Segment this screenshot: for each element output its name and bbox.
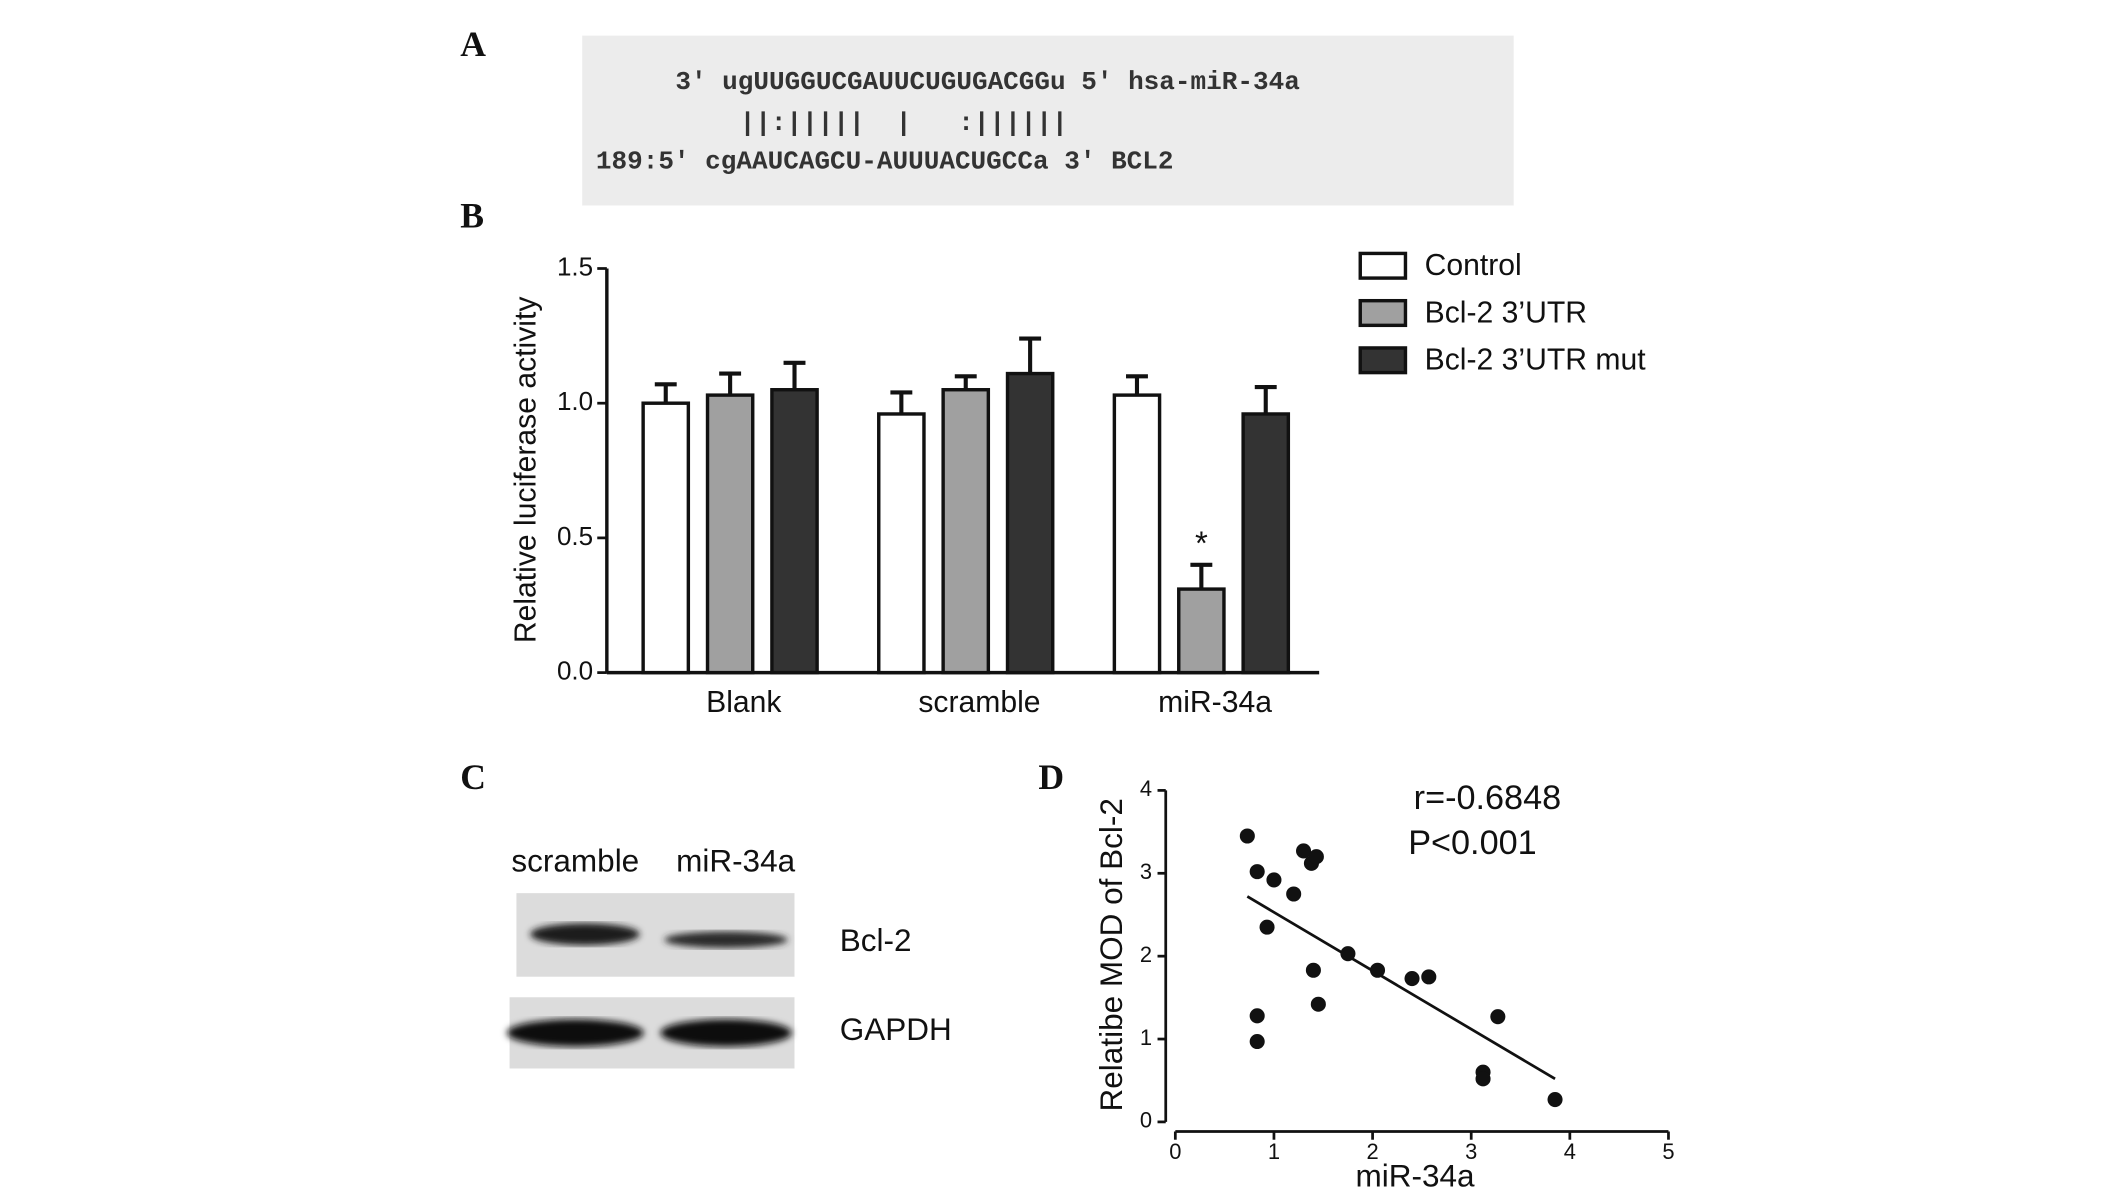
bar xyxy=(1112,393,1162,675)
panel-label: D xyxy=(1038,757,1064,797)
bar xyxy=(941,388,991,675)
legend-label: Control xyxy=(1425,249,1522,282)
blot-band xyxy=(506,1019,644,1047)
point xyxy=(1305,962,1321,978)
point xyxy=(1421,969,1437,985)
bar xyxy=(877,412,926,675)
x-tick-label: 5 xyxy=(1662,1139,1674,1164)
legend-swatch xyxy=(1358,298,1408,328)
point xyxy=(1266,872,1282,888)
legend-swatch xyxy=(1358,251,1408,280)
y-tick-label: 0.5 xyxy=(557,521,593,551)
y-tick-label: 1.5 xyxy=(557,251,593,281)
panel-label: B xyxy=(460,195,484,235)
point xyxy=(1286,886,1302,902)
legend-label: Bcl-2 3’UTR xyxy=(1425,296,1587,329)
bar xyxy=(641,401,691,675)
bar xyxy=(770,388,819,675)
y-tick-label: 2 xyxy=(1140,942,1152,967)
bar xyxy=(1005,371,1055,675)
point xyxy=(1369,962,1386,978)
alignment-line: 189:5' cgAAUCAGCU-AUUUACUGCCa 3' BCL2 xyxy=(596,147,1174,177)
bar xyxy=(705,393,755,675)
y-axis-label: Relative luciferase activity xyxy=(509,297,542,644)
legend-swatch xyxy=(1358,346,1408,375)
bar xyxy=(1241,412,1291,675)
x-axis-label: miR-34a xyxy=(1356,1157,1476,1190)
point xyxy=(1249,1008,1265,1024)
x-tick-label: 2 xyxy=(1366,1139,1378,1164)
annotation: r=-0.6848 xyxy=(1414,779,1562,817)
y-tick-label: 1 xyxy=(1140,1025,1152,1050)
x-tick-label: miR-34a xyxy=(1158,686,1272,719)
point xyxy=(1239,828,1255,844)
y-tick-label: 4 xyxy=(1140,776,1152,801)
x-tick-label: Blank xyxy=(706,686,782,719)
blot-band xyxy=(664,931,788,948)
x-tick-label: scramble xyxy=(918,686,1040,719)
trend-line xyxy=(1246,895,1556,1080)
point xyxy=(1249,864,1265,880)
panel-label: C xyxy=(460,757,486,797)
bar xyxy=(1177,587,1226,675)
y-tick-label: 3 xyxy=(1140,859,1152,884)
alignment-line: ||:||||| | :|||||| xyxy=(740,108,1068,138)
x-tick-label: 4 xyxy=(1564,1139,1576,1164)
x-tick-label: 3 xyxy=(1465,1139,1477,1164)
annotation: * xyxy=(1195,524,1208,561)
panel-label: A xyxy=(460,24,486,64)
x-tick-label: 0 xyxy=(1169,1139,1181,1164)
point xyxy=(1308,849,1324,865)
annotation: P<0.001 xyxy=(1408,824,1536,862)
y-tick-label: 0.0 xyxy=(557,655,593,685)
row-label: Bcl-2 xyxy=(840,922,912,958)
alignment-line: 3' ugUUGGUCGAUUCUGUGACGGu 5' hsa-miR-34a xyxy=(675,67,1299,97)
point xyxy=(1249,1033,1265,1050)
lane-label: scramble xyxy=(511,842,639,878)
point xyxy=(1296,843,1312,859)
lane-label: miR-34a xyxy=(676,842,796,878)
blot-band xyxy=(530,923,640,946)
alignment-box xyxy=(582,35,1514,206)
point xyxy=(1259,919,1275,935)
y-tick-label: 0 xyxy=(1140,1108,1152,1133)
legend-label: Bcl-2 3’UTR mut xyxy=(1425,344,1647,377)
y-axis-label: Relatibe MOD of Bcl-2 xyxy=(1093,798,1129,1111)
point xyxy=(1547,1092,1563,1108)
y-tick-label: 1.0 xyxy=(557,386,593,416)
point xyxy=(1475,1071,1491,1087)
point xyxy=(1404,971,1420,987)
row-label: GAPDH xyxy=(840,1011,952,1047)
blot-band xyxy=(660,1019,792,1047)
point xyxy=(1490,1009,1506,1025)
point xyxy=(1310,996,1326,1012)
point xyxy=(1340,946,1356,962)
x-tick-label: 1 xyxy=(1268,1139,1280,1164)
